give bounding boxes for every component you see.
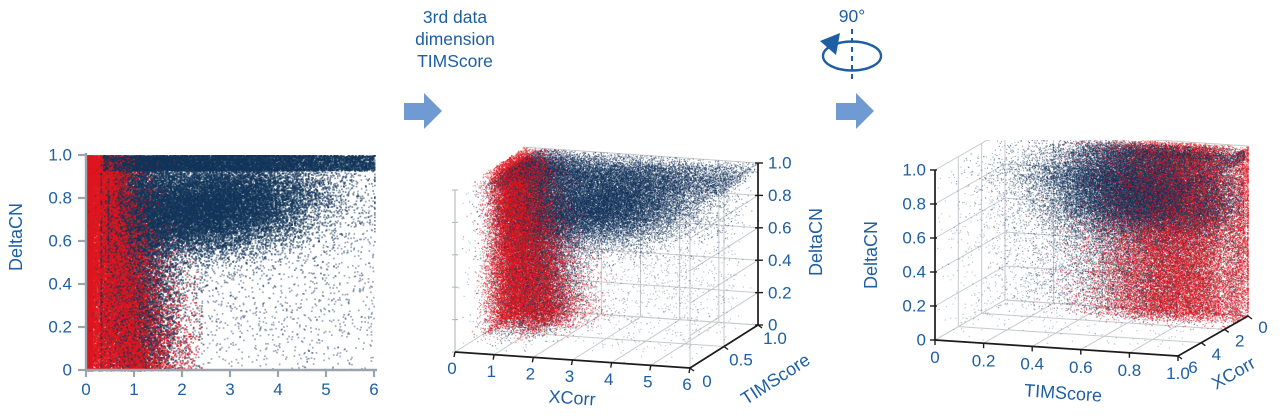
annotation-line: dimension xyxy=(415,29,495,49)
transform-annotation-rotate: 90° xyxy=(817,5,887,27)
scatter-2d-canvas xyxy=(0,140,440,418)
annotation-line: TIMScore xyxy=(417,51,493,71)
transform-annotation-add-dimension: 3rd data dimension TIMScore xyxy=(380,6,530,72)
scatter-3d-rotated-canvas xyxy=(860,140,1280,418)
arrow-right-icon xyxy=(836,93,874,129)
rotation-angle-label: 90° xyxy=(838,6,866,26)
scatter-3d-canvas xyxy=(440,140,840,418)
rotate-90-icon xyxy=(820,29,883,83)
arrow-right-icon xyxy=(404,93,442,129)
annotation-line: 3rd data xyxy=(422,7,488,27)
